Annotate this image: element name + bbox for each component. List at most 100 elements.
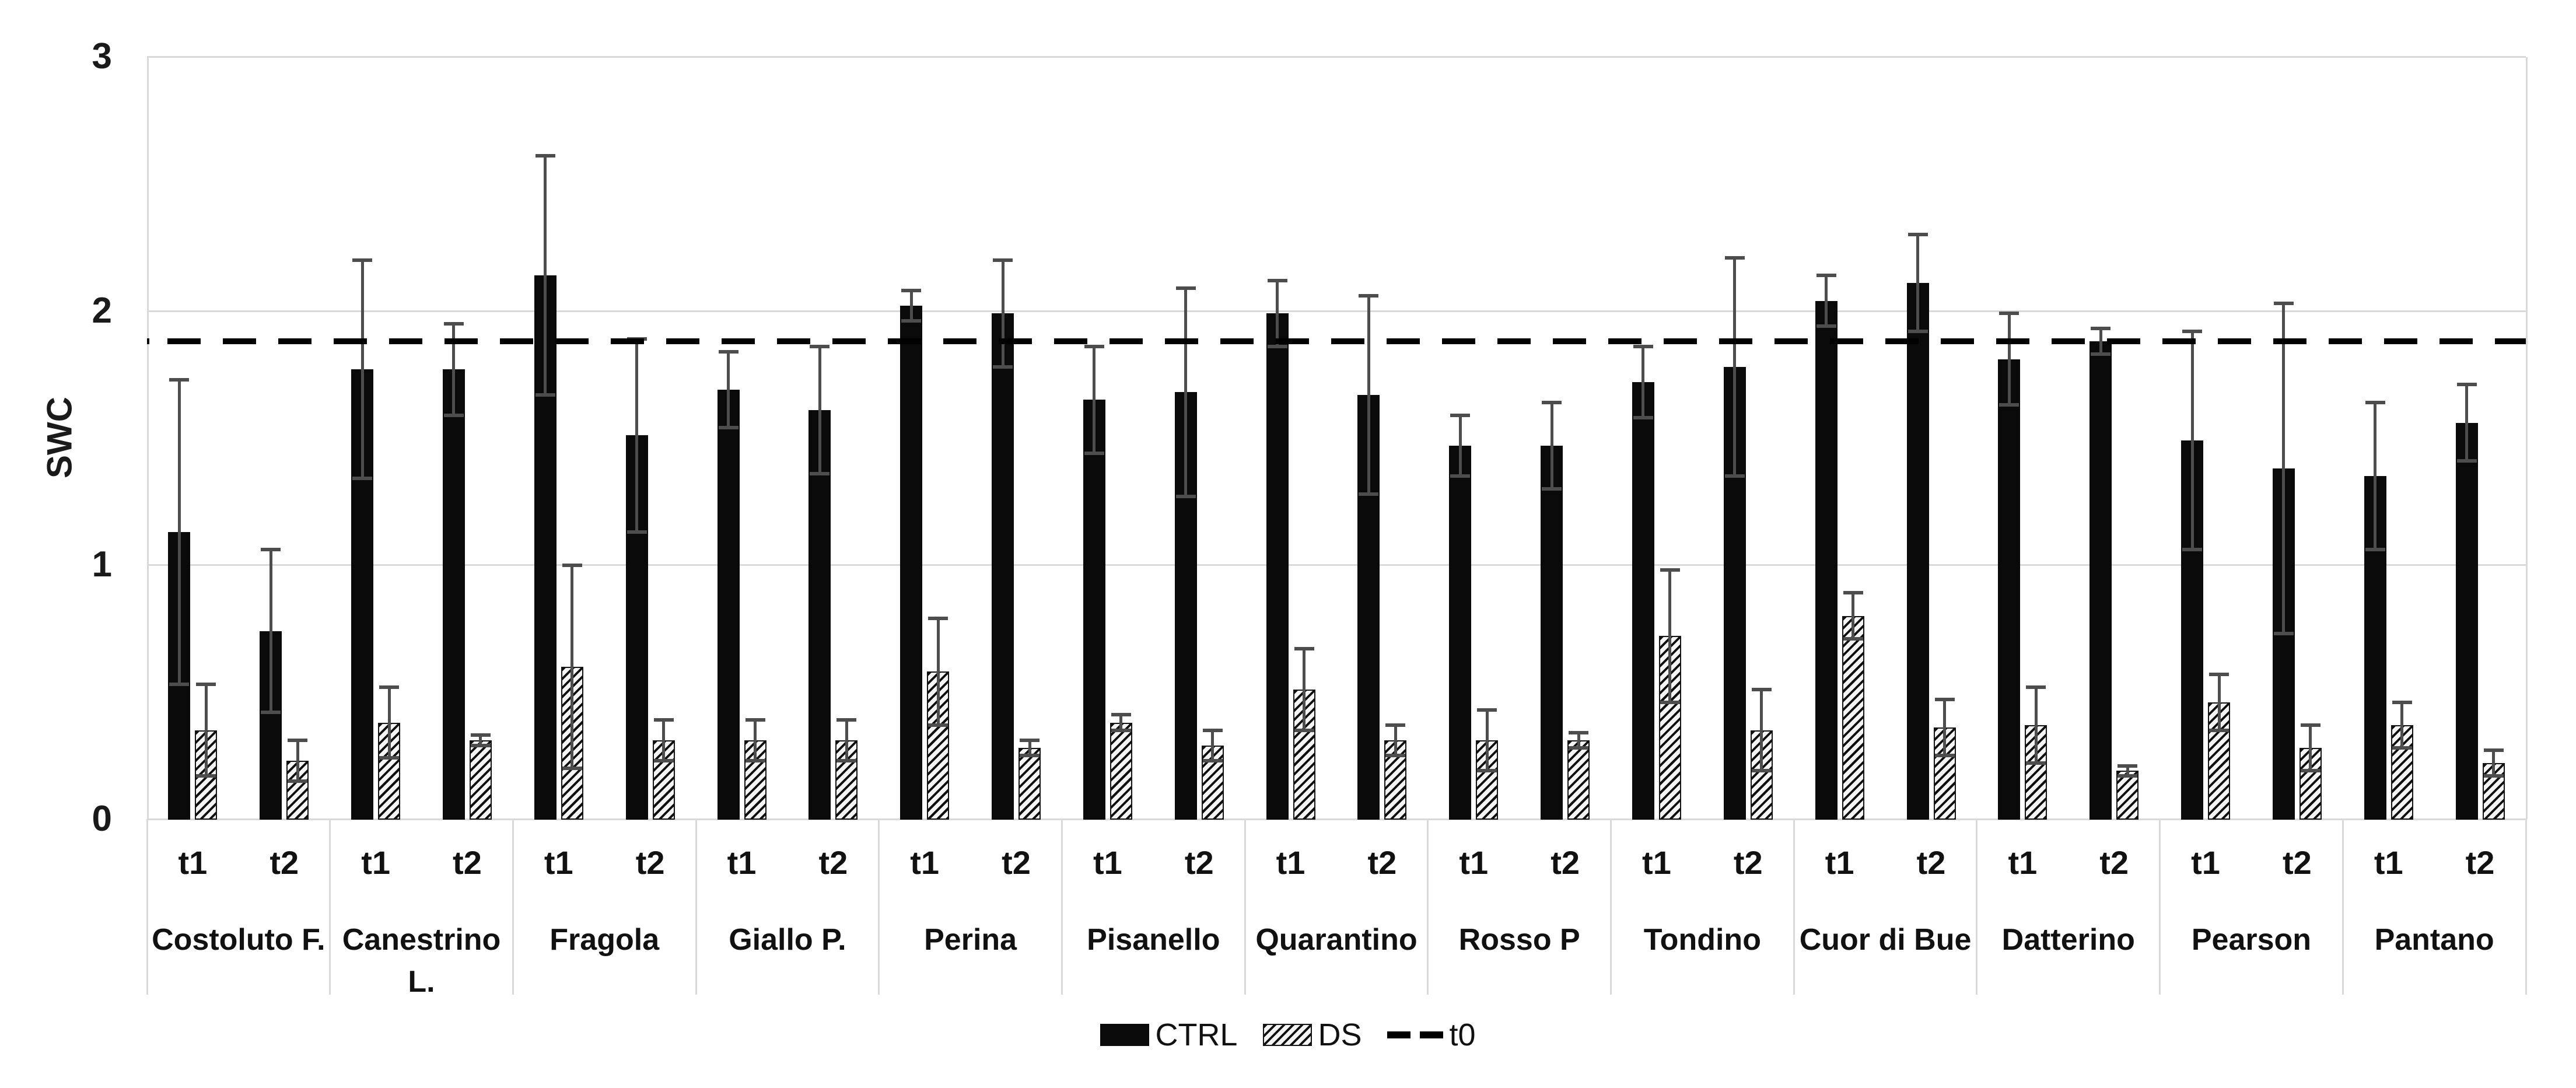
- time-label-tondino-t2: t2: [1733, 844, 1763, 881]
- errorbar-giallo-p-t2-ds: [845, 720, 848, 761]
- gridline-2: [147, 310, 2526, 312]
- group-label-perina: Perina: [924, 923, 1017, 957]
- time-label-perina-t1: t1: [910, 844, 940, 881]
- errorbar-cap-bottom: [352, 477, 373, 481]
- errorbar-cap-top: [1660, 568, 1680, 572]
- errorbar-costoluto-f-t1-ds: [204, 684, 208, 776]
- errorbar-cap-top: [2392, 700, 2412, 704]
- errorbar-quarantino-t2-ds: [1394, 725, 1397, 756]
- errorbar-cap-top: [196, 683, 216, 687]
- group-label-cuor-di-bue: Cuor di Bue: [1799, 923, 1972, 957]
- errorbar-cap-top: [1359, 293, 1379, 298]
- reference-line-t0: [147, 338, 2526, 345]
- errorbar-pantano-t2-ctrl: [2465, 384, 2469, 461]
- errorbar-cap-top: [288, 738, 308, 742]
- errorbar-cap-bottom: [718, 426, 738, 430]
- errorbar-cap-top: [718, 349, 738, 354]
- errorbar-cap-top: [810, 344, 830, 348]
- errorbar-cap-bottom: [1450, 474, 1471, 478]
- group-label-pearson: Pearson: [2191, 923, 2312, 957]
- errorbar-canestrino-l-t2-ds: [479, 735, 482, 746]
- errorbar-cap-bottom: [2273, 632, 2294, 636]
- errorbar-cap-top: [2273, 301, 2294, 305]
- errorbar-cap-top: [1724, 256, 1745, 260]
- errorbar-cap-bottom: [653, 758, 674, 762]
- category-separator: [695, 819, 697, 995]
- time-label-giallo-p-t2: t2: [818, 844, 848, 881]
- errorbar-datterino-t2-ds: [2126, 765, 2129, 776]
- time-label-rosso-p-t1: t1: [1459, 844, 1489, 881]
- errorbar-cap-bottom: [2483, 774, 2504, 778]
- bar-cuor-di-bue-t1-ctrl: [1815, 300, 1838, 820]
- errorbar-tondino-t2-ctrl: [1733, 257, 1737, 477]
- bar-datterino-t1-ctrl: [1998, 359, 2021, 820]
- errorbar-cap-bottom: [2456, 459, 2477, 463]
- errorbar-cap-bottom: [1359, 492, 1379, 496]
- errorbar-cap-bottom: [288, 779, 308, 783]
- group-label-quarantino: Quarantino: [1255, 923, 1418, 957]
- errorbar-cuor-di-bue-t1-ds: [1852, 593, 1855, 639]
- errorbar-cap-top: [1020, 738, 1040, 742]
- y-tick-0: 0: [92, 799, 112, 839]
- time-label-tondino-t1: t1: [1642, 844, 1671, 881]
- errorbar-cap-top: [1569, 730, 1589, 734]
- errorbar-cap-top: [1294, 647, 1314, 651]
- legend-item-t0: t0: [1387, 1017, 1476, 1053]
- errorbar-cap-bottom: [901, 319, 922, 323]
- errorbar-cap-top: [1111, 713, 1131, 717]
- legend-ctrl-label: CTRL: [1155, 1017, 1238, 1052]
- y-tick-3: 3: [92, 36, 112, 76]
- legend-ds-swatch-icon: [1263, 1024, 1312, 1046]
- time-label-datterino-t1: t1: [2008, 844, 2038, 881]
- category-separator: [512, 819, 514, 995]
- errorbar-cap-top: [653, 718, 674, 722]
- errorbar-cap-top: [470, 733, 491, 737]
- bar-canestrino-l-t2-ctrl: [442, 369, 465, 820]
- group-label-costoluto-f: Costoluto F.: [152, 923, 326, 957]
- errorbar-perina-t2-ds: [1028, 740, 1031, 756]
- category-separator: [2159, 819, 2161, 995]
- group-label-canestrino-l: Canestrino L.: [342, 923, 501, 999]
- errorbar-cap-bottom: [470, 743, 491, 747]
- errorbar-pantano-t2-ds: [2492, 750, 2496, 776]
- errorbar-cuor-di-bue-t2-ds: [1943, 699, 1946, 756]
- bar-tondino-t1-ctrl: [1632, 382, 1654, 820]
- errorbar-tondino-t1-ds: [1668, 570, 1672, 702]
- errorbar-cap-bottom: [1908, 329, 1928, 333]
- category-separator: [2342, 819, 2344, 995]
- errorbar-cap-bottom: [2091, 352, 2111, 356]
- errorbar-cap-bottom: [443, 413, 464, 417]
- errorbar-cap-bottom: [2300, 769, 2320, 773]
- errorbar-cap-bottom: [2026, 761, 2046, 765]
- errorbar-cap-top: [993, 258, 1013, 262]
- category-separator: [1427, 819, 1429, 995]
- time-label-costoluto-f-t2: t2: [270, 844, 299, 881]
- bar-perina-t2-ds: [1019, 748, 1041, 820]
- bar-giallo-p-t2-ctrl: [808, 410, 831, 820]
- errorbar-cap-top: [1633, 344, 1653, 348]
- errorbar-cap-bottom: [626, 530, 647, 534]
- errorbar-quarantino-t1-ctrl: [1276, 280, 1279, 347]
- errorbar-fragola-t2-ctrl: [635, 338, 639, 532]
- errorbar-pisanello-t2-ctrl: [1184, 288, 1188, 496]
- gridline-3: [147, 56, 2526, 58]
- group-label-giallo-p: Giallo P.: [729, 923, 846, 957]
- bar-cuor-di-bue-t1-ds: [1842, 615, 1864, 820]
- errorbar-pearson-t2-ds: [2309, 725, 2312, 771]
- time-label-pantano-t1: t1: [2374, 844, 2403, 881]
- errorbar-cap-top: [1816, 274, 1836, 278]
- errorbar-cap-bottom: [1267, 344, 1287, 348]
- errorbar-cap-bottom: [1660, 700, 1680, 704]
- errorbar-quarantino-t2-ctrl: [1367, 295, 1370, 494]
- errorbar-pisanello-t1-ctrl: [1093, 346, 1096, 453]
- time-label-canestrino-l-t1: t1: [361, 844, 390, 881]
- errorbar-giallo-p-t1-ds: [754, 720, 757, 761]
- errorbar-cap-top: [1477, 708, 1497, 712]
- errorbar-fragola-t1-ctrl: [544, 156, 547, 395]
- errorbar-cap-top: [901, 289, 922, 293]
- bar-rosso-p-t1-ctrl: [1449, 445, 1472, 820]
- errorbar-cap-top: [535, 154, 555, 158]
- errorbar-cap-bottom: [261, 711, 281, 715]
- errorbar-cap-top: [745, 718, 765, 722]
